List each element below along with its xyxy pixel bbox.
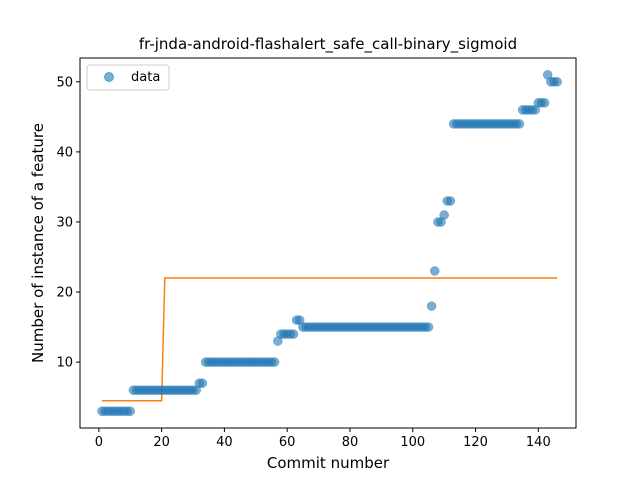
y-tick-label: 20 [56, 286, 73, 301]
data-point [197, 378, 208, 388]
x-tick-label: 60 [279, 435, 296, 450]
plot-frame [79, 57, 577, 429]
data-point [288, 329, 299, 339]
data-point [125, 406, 135, 416]
y-tick-label: 30 [56, 215, 73, 230]
x-tick-label: 100 [400, 435, 425, 450]
chart-title: fr-jnda-android-flashalert_safe_call-bin… [139, 35, 517, 54]
x-tick-label: 0 [95, 435, 103, 450]
data-point [429, 266, 440, 276]
x-tick-label: 140 [526, 435, 551, 450]
y-axis-label: Number of instance of a feature [29, 123, 47, 363]
data-point [269, 357, 280, 367]
legend-marker [104, 72, 114, 82]
x-tick-label: 20 [153, 435, 170, 450]
fitted-curve [102, 277, 558, 402]
y-tick-label: 10 [56, 356, 73, 371]
x-tick-label: 40 [216, 435, 233, 450]
legend-label: data [131, 70, 160, 85]
y-tick-label: 40 [56, 145, 73, 160]
x-tick-label: 80 [342, 435, 359, 450]
data-point [552, 77, 562, 87]
x-tick-label: 120 [463, 435, 488, 450]
data-point [439, 210, 449, 220]
y-tick-label: 50 [56, 75, 73, 90]
legend: data [86, 64, 170, 91]
data-point [426, 301, 437, 311]
data-point [514, 119, 525, 129]
x-axis-label: Commit number [267, 454, 390, 472]
data-point [539, 98, 550, 108]
legend-box [86, 64, 170, 91]
data-point [423, 322, 434, 332]
data-point [445, 196, 456, 206]
